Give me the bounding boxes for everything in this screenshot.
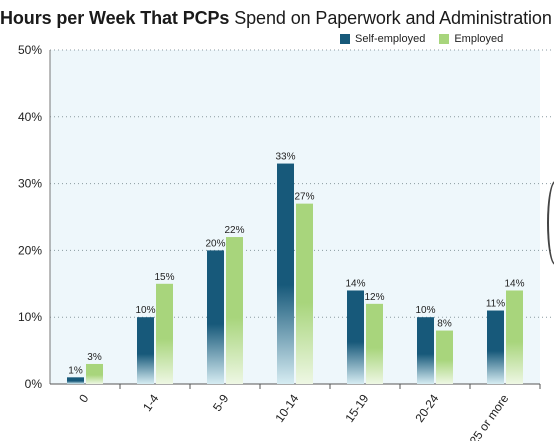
x-category-label: 20-24 bbox=[412, 391, 441, 424]
x-category-label: 25 or more bbox=[467, 391, 512, 441]
legend-label-employed: Employed bbox=[454, 33, 504, 45]
data-label: 10% bbox=[135, 305, 155, 316]
data-label: 14% bbox=[504, 278, 524, 289]
bar-employed bbox=[226, 237, 243, 384]
bar-self-employed bbox=[277, 163, 294, 384]
data-label: 14% bbox=[345, 278, 365, 289]
bar-self-employed bbox=[207, 250, 224, 384]
bar-self-employed bbox=[67, 377, 84, 384]
y-tick-label: 10% bbox=[18, 310, 42, 324]
bar-self-employed bbox=[417, 317, 434, 384]
y-tick-label: 50% bbox=[18, 43, 42, 57]
chart-title-bold: Hours per Week That PCPs bbox=[0, 8, 230, 28]
x-category-label: 1-4 bbox=[140, 391, 162, 414]
y-tick-label: 0% bbox=[25, 377, 43, 391]
legend: Self-employed Employed bbox=[340, 33, 517, 45]
x-category-label: 15-19 bbox=[342, 391, 371, 424]
bar-employed bbox=[506, 290, 523, 384]
data-label: 20% bbox=[205, 238, 225, 249]
bar-self-employed bbox=[487, 310, 504, 384]
y-tick-label: 30% bbox=[18, 177, 42, 191]
data-label: 8% bbox=[437, 319, 452, 330]
bar-employed bbox=[366, 303, 383, 384]
data-label: 3% bbox=[87, 352, 102, 363]
data-label: 10% bbox=[415, 305, 435, 316]
x-category-label: 10-14 bbox=[272, 391, 301, 424]
bar-self-employed bbox=[137, 317, 154, 384]
data-label: 15% bbox=[154, 272, 174, 283]
bar-employed bbox=[436, 330, 453, 384]
bar-employed bbox=[156, 283, 173, 384]
bar-self-employed bbox=[347, 290, 364, 384]
y-tick-label: 20% bbox=[18, 243, 42, 257]
x-category-label: 5-9 bbox=[210, 391, 232, 414]
chart-title: Hours per Week That PCPs Spend on Paperw… bbox=[0, 8, 554, 29]
data-label: 12% bbox=[364, 292, 384, 303]
bar-employed bbox=[86, 363, 103, 384]
data-label: 33% bbox=[275, 152, 295, 163]
legend-swatch-employed bbox=[439, 34, 450, 44]
legend-swatch-self-employed bbox=[340, 34, 350, 44]
plot-area bbox=[50, 50, 540, 384]
chart-title-rest: Spend on Paperwork and Administration bbox=[229, 8, 552, 28]
data-label: 11% bbox=[486, 299, 505, 310]
legend-item-employed: Employed bbox=[439, 33, 503, 45]
legend-item-self-employed: Self-employed bbox=[340, 33, 425, 45]
legend-label-self-employed: Self-employed bbox=[355, 33, 426, 45]
bar-employed bbox=[296, 203, 313, 384]
data-label: 1% bbox=[68, 365, 83, 376]
x-category-label: 0 bbox=[76, 391, 91, 405]
y-tick-label: 40% bbox=[18, 110, 42, 124]
data-label: 27% bbox=[294, 192, 314, 203]
data-label: 22% bbox=[224, 225, 244, 236]
